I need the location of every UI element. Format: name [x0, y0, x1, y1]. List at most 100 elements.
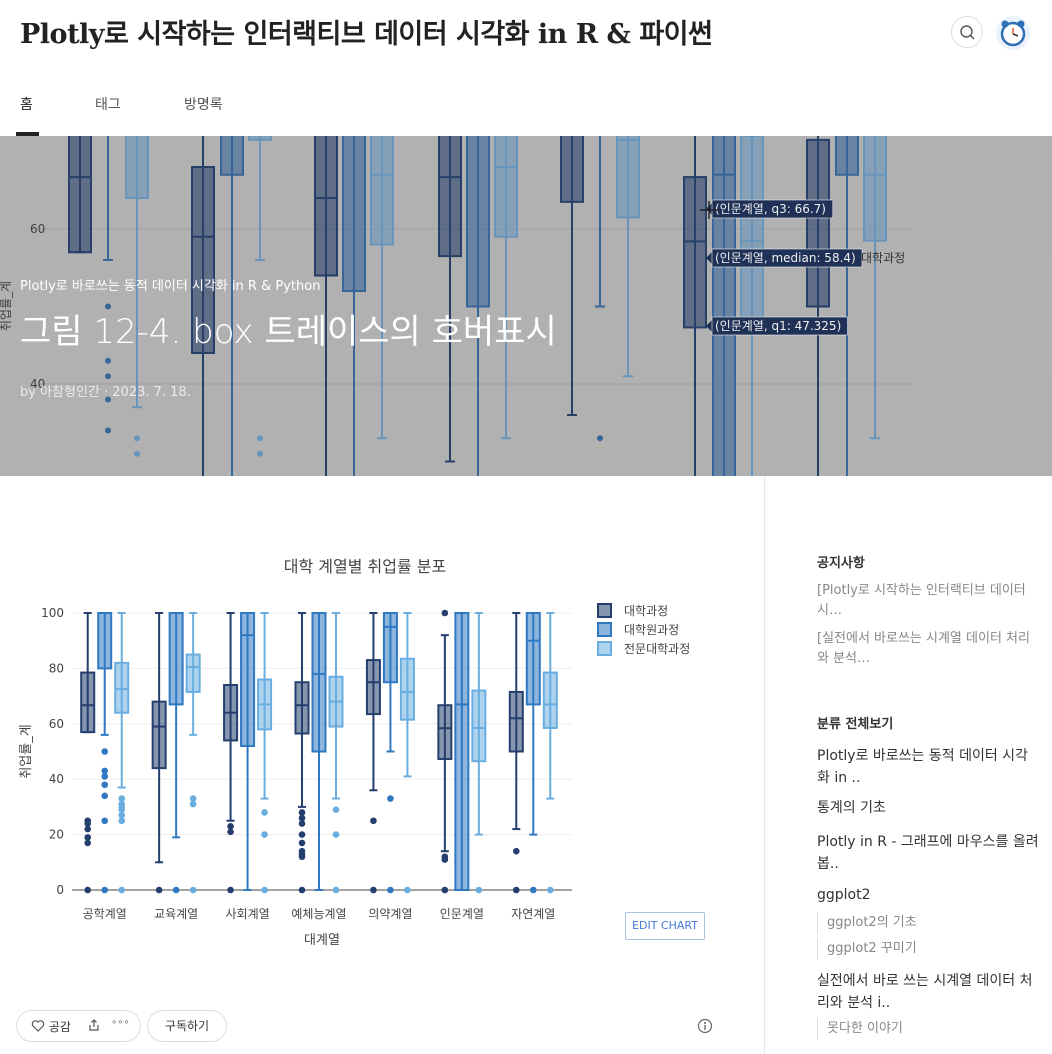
box-body	[542, 671, 558, 729]
box-body	[437, 704, 453, 760]
hero-box	[595, 136, 605, 442]
outlier-point	[441, 886, 449, 894]
profile-avatar[interactable]	[996, 16, 1030, 50]
like-button[interactable]: 공감	[31, 1018, 71, 1035]
info-icon[interactable]	[697, 1018, 713, 1034]
outlier-point	[227, 828, 234, 836]
y-tick-label: 0	[56, 883, 64, 897]
hero-y-tick: 40	[30, 377, 45, 391]
outlier-point	[261, 886, 268, 894]
like-label: 공감	[48, 1020, 71, 1034]
box-전문대학과정-인문계열	[471, 612, 487, 894]
tooltip-box	[711, 248, 863, 268]
tab-tags[interactable]: 태그	[95, 97, 121, 113]
box-body	[151, 700, 167, 770]
share-button[interactable]	[87, 1018, 101, 1035]
hero-box	[220, 136, 244, 476]
hero-box-body	[560, 136, 584, 203]
tooltip-text: (인문계열, median: 58.4)	[715, 251, 856, 265]
hero-box	[370, 136, 394, 440]
y-tick-label: 40	[49, 772, 64, 786]
post-content: 대학 계열별 취업률 분포 0 20 40 60 80 100 취업률_계 대계열 공학계열 교육계…	[0, 476, 764, 1054]
notice-item[interactable]: [실전에서 바로쓰는 시계열 데이터 처리와 분석…	[817, 631, 1030, 666]
box-대학원과정-예체능계열	[311, 612, 327, 891]
subcategory-ggplot2-basics[interactable]: ggplot2의 기초	[817, 912, 917, 934]
outlier-point	[118, 806, 126, 813]
outlier-point	[118, 795, 126, 802]
hover-series-label: 대학과정	[861, 251, 905, 265]
hero-box-body	[191, 166, 215, 354]
hero-outlier	[105, 303, 111, 310]
legend-label: 대학원과정	[624, 623, 679, 637]
outlier-point	[172, 886, 180, 894]
box-body	[168, 612, 184, 706]
outlier-point	[512, 847, 520, 855]
category-timeseries[interactable]: 실전에서 바로 쓰는 시계열 데이터 처리와 분석 i..	[817, 973, 1033, 1011]
subscribe-button[interactable]: 구독하기	[147, 1010, 227, 1042]
outlier-point	[298, 886, 306, 894]
box-전문대학과정-예체능계열	[328, 612, 344, 894]
sidebar: 공지사항 [Plotly로 시작하는 인터랙티브 데이터 시… [실전에서 바로…	[765, 476, 1052, 1054]
x-tick-label: 공학계열	[83, 907, 127, 921]
post-category[interactable]: Plotly로 바로쓰는 동적 데이터 시각화 in R & Python	[20, 279, 321, 294]
hero-box-body	[342, 136, 366, 292]
post-title: 그림 12-4. box 트레이스의 호버표시	[20, 312, 557, 352]
outlier-point	[298, 809, 306, 816]
blog-title[interactable]: Plotly로 시작하는 인터랙티브 데이터 시각화 in R & 파이썬	[20, 19, 713, 50]
category-ggplot2[interactable]: ggplot2	[817, 887, 871, 903]
notice-item[interactable]: [Plotly로 시작하는 인터랙티브 데이터 시…	[817, 583, 1026, 618]
hero-box	[103, 136, 113, 434]
chart-title: 대학 계열별 취업률 분포	[284, 557, 446, 576]
outlier-point	[118, 886, 126, 894]
outlier-point	[261, 809, 268, 816]
box-대학과정-예체능계열	[294, 612, 310, 894]
hero-box-body	[683, 176, 707, 329]
category-plotly-in-r[interactable]: Plotly in R - 그래프에 마우스를 올려봅..	[817, 834, 1039, 872]
legend-swatch	[597, 641, 612, 656]
y-axis-label: 취업률_계	[19, 724, 34, 778]
outlier-point	[227, 822, 234, 830]
hero-outlier	[105, 396, 111, 403]
box-body	[365, 659, 381, 716]
outlier-point	[370, 817, 377, 825]
outlier-point	[546, 886, 554, 894]
x-tick-label: 교육계열	[154, 907, 198, 921]
outlier-point	[441, 856, 449, 863]
outlier-point	[298, 831, 306, 838]
box-대학원과정-자연계열	[525, 612, 541, 894]
hero-y-label: 취업률_계	[0, 281, 13, 331]
category-statistics[interactable]: 통계의 기초	[817, 800, 886, 816]
hero-box-body	[712, 136, 736, 476]
box-body	[185, 653, 201, 693]
search-button[interactable]	[951, 16, 983, 48]
box-body	[525, 612, 541, 706]
hero-box	[863, 136, 887, 440]
outlier-point	[101, 748, 109, 755]
box-body	[382, 612, 398, 684]
hero-box	[314, 136, 338, 476]
hero-outlier	[257, 435, 263, 442]
legend-swatch	[597, 622, 612, 637]
x-axis-label: 대계열	[304, 933, 340, 948]
more-button[interactable]: ∘∘∘	[111, 1017, 130, 1028]
box-body	[454, 612, 470, 891]
box-body	[311, 612, 327, 753]
category-plotly-r-python[interactable]: Plotly로 바로쓰는 동적 데이터 시각화 in ..	[817, 748, 1028, 786]
box-대학과정-인문계열	[437, 609, 453, 894]
edit-chart-button[interactable]: EDIT CHART	[625, 912, 705, 940]
category-heading[interactable]: 분류 전체보기	[817, 717, 894, 732]
box-대학원과정-인문계열	[454, 612, 470, 891]
box-대학원과정-의약계열	[382, 612, 398, 894]
boxplot-figure[interactable]: 대학 계열별 취업률 분포 0 20 40 60 80 100 취업률_계 대계열 공학계열 교육계…	[0, 476, 764, 976]
box-전문대학과정-교육계열	[185, 612, 201, 894]
subcategory-ggplot2-styling[interactable]: ggplot2 꾸미기	[817, 938, 917, 960]
tab-guestbook[interactable]: 방명록	[184, 97, 223, 113]
box-전문대학과정-의약계열	[399, 612, 415, 894]
heart-icon	[31, 1020, 45, 1032]
box-대학원과정-교육계열	[168, 612, 184, 894]
outlier-point	[370, 886, 377, 894]
outlier-point	[84, 825, 92, 833]
subcategory-unsaid-stories[interactable]: 못다한 이야기	[817, 1018, 903, 1040]
tab-home[interactable]: 홈	[20, 97, 33, 113]
